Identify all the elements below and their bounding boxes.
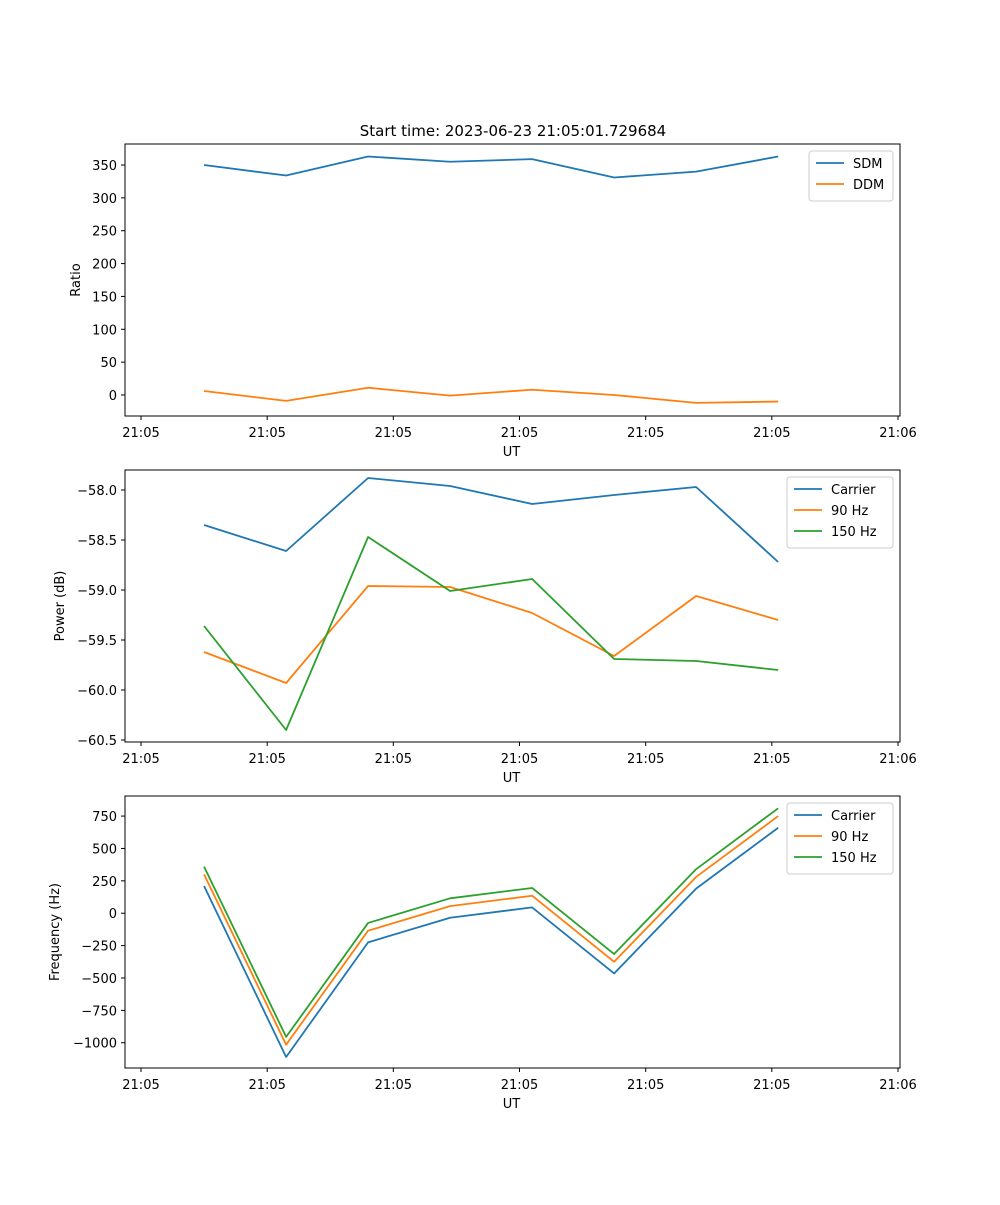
- y-tick-label: −60.5: [77, 734, 117, 749]
- x-tick-label: 21:05: [122, 752, 159, 767]
- chart-panel-3: 21:05 21:05 21:05 21:05 21:05 21:05 21:06 −1000…: [48, 795, 917, 1112]
- series-line-150-hz: [203, 536, 779, 731]
- axes-frame: [124, 143, 901, 417]
- legend: Carrier 90 Hz 150 Hz: [786, 802, 894, 875]
- series-line-90-hz: [203, 815, 779, 1046]
- series-line-150-hz: [203, 807, 779, 1038]
- x-tick-label: 21:05: [248, 752, 285, 767]
- y-tick-label: 250: [92, 225, 117, 240]
- y-tick-label: −58.5: [77, 534, 117, 549]
- y-tick-label: 250: [92, 875, 117, 890]
- legend-label: 90 Hz: [831, 830, 868, 845]
- x-axis-label: UT: [503, 1097, 521, 1112]
- x-axis-label: UT: [503, 771, 521, 786]
- y-tick-label: −750: [81, 1004, 117, 1019]
- legend: SDM DDM: [808, 150, 894, 202]
- x-tick-label: 21:05: [248, 1078, 285, 1093]
- y-tick-label: 0: [109, 907, 117, 922]
- series-line-carrier: [203, 477, 779, 563]
- x-tick-label: 21:05: [248, 426, 285, 441]
- series-line-90-hz: [203, 585, 779, 684]
- x-tick-label: 21:05: [375, 426, 412, 441]
- x-tick-label: 21:06: [879, 1078, 916, 1093]
- y-tick-label: −59.5: [77, 634, 117, 649]
- x-tick-label: 21:05: [375, 752, 412, 767]
- axes-frame: [124, 795, 901, 1069]
- legend-label: Carrier: [831, 809, 876, 824]
- y-tick-label: 50: [100, 356, 117, 371]
- x-tick-label: 21:05: [501, 1078, 538, 1093]
- y-tick-label: −1000: [73, 1037, 117, 1052]
- legend-label: Carrier: [831, 483, 876, 498]
- x-tick-label: 21:05: [627, 1078, 664, 1093]
- legend-label: DDM: [853, 178, 884, 193]
- chart-panel-1: 21:05 21:05 21:05 21:05 21:05 21:05 21:06 0 50 10…: [69, 143, 917, 460]
- y-axis-label: Ratio: [69, 263, 84, 296]
- series-line-ddm: [203, 386, 779, 404]
- legend-label: 90 Hz: [831, 504, 868, 519]
- legend-label: 150 Hz: [831, 851, 877, 866]
- y-tick-label: 750: [92, 810, 117, 825]
- y-tick-label: −59.0: [77, 584, 117, 599]
- legend-label: SDM: [853, 157, 882, 172]
- y-tick-label: 200: [92, 258, 117, 273]
- x-tick-label: 21:05: [501, 752, 538, 767]
- x-tick-label: 21:05: [375, 1078, 412, 1093]
- y-tick-label: 500: [92, 842, 117, 857]
- x-axis-label: UT: [503, 445, 521, 460]
- x-tick-label: 21:05: [501, 426, 538, 441]
- legend-label: 150 Hz: [831, 525, 877, 540]
- y-axis-label: Frequency (Hz): [48, 883, 63, 981]
- x-tick-label: 21:05: [627, 752, 664, 767]
- series-line-carrier: [203, 827, 779, 1058]
- legend: Carrier 90 Hz 150 Hz: [786, 476, 894, 549]
- y-tick-label: 300: [92, 192, 117, 207]
- y-tick-label: −58.0: [77, 484, 117, 499]
- y-tick-label: 350: [92, 159, 117, 174]
- series-line-sdm: [203, 155, 779, 179]
- x-tick-label: 21:06: [879, 752, 916, 767]
- x-tick-label: 21:05: [627, 426, 664, 441]
- x-tick-label: 21:05: [753, 752, 790, 767]
- chart-title: Start time: 2023-06-23 21:05:01.729684: [360, 122, 666, 140]
- chart-panel-2: 21:05 21:05 21:05 21:05 21:05 21:05 21:06 −60.5…: [53, 469, 917, 786]
- y-tick-label: 100: [92, 323, 117, 338]
- x-tick-label: 21:05: [122, 1078, 159, 1093]
- y-axis-label: Power (dB): [53, 571, 68, 642]
- y-tick-label: −250: [81, 940, 117, 955]
- y-tick-label: 0: [109, 389, 117, 404]
- x-tick-label: 21:05: [753, 426, 790, 441]
- x-tick-label: 21:05: [753, 1078, 790, 1093]
- y-tick-label: −500: [81, 972, 117, 987]
- x-tick-label: 21:05: [122, 426, 159, 441]
- axes-frame: [124, 469, 901, 743]
- y-tick-label: −60.0: [77, 684, 117, 699]
- x-tick-label: 21:06: [879, 426, 916, 441]
- y-tick-label: 150: [92, 290, 117, 305]
